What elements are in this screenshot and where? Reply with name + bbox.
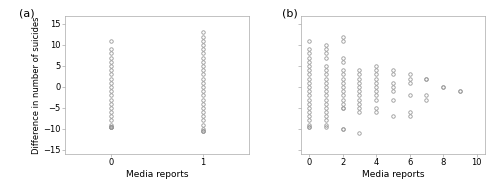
Y-axis label: Difference in number of suicides: Difference in number of suicides xyxy=(32,16,40,154)
Text: (a): (a) xyxy=(19,9,34,19)
X-axis label: Media reports: Media reports xyxy=(362,170,424,179)
X-axis label: Media reports: Media reports xyxy=(126,170,188,179)
Text: (b): (b) xyxy=(282,9,298,19)
